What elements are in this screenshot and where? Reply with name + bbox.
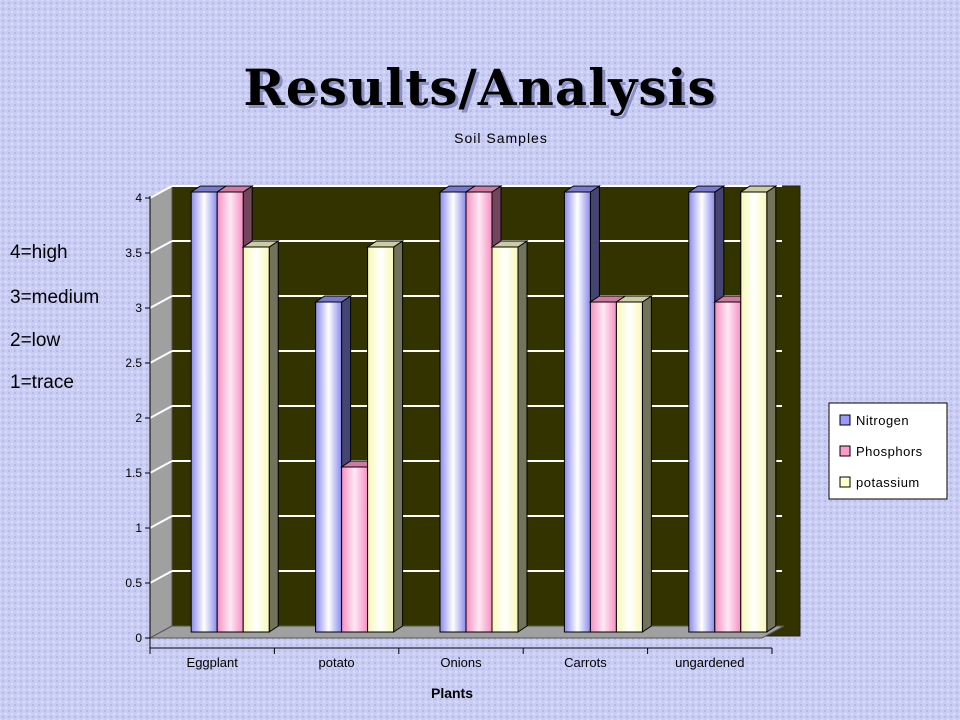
legend-label-nitrogen: Nitrogen <box>856 413 909 428</box>
bar-front <box>688 191 716 633</box>
bar-front <box>563 191 591 633</box>
gridline <box>149 185 173 199</box>
bar-side <box>766 185 777 633</box>
bars <box>189 185 778 633</box>
bar-front <box>439 191 467 633</box>
y-tick-label: 0 <box>135 631 142 645</box>
gridline <box>149 405 173 419</box>
legend-swatch-phosphors <box>839 445 851 457</box>
y-tick-label: 3 <box>135 301 142 315</box>
scale-note-medium: 3=medium <box>10 287 100 308</box>
legend-label-phosphors: Phosphors <box>856 444 923 459</box>
x-axis-title: Plants <box>431 685 473 701</box>
slide-title: Results/Analysis <box>243 58 717 117</box>
scale-note-high: 4=high <box>10 242 68 263</box>
x-tick-label: Onions <box>440 655 482 670</box>
y-tick-label: 0.5 <box>125 576 142 590</box>
y-tick-label: 3.5 <box>125 246 142 260</box>
bar-front <box>740 191 768 633</box>
bar-side <box>268 240 279 633</box>
bar-front <box>367 246 395 633</box>
bar-front <box>465 191 493 633</box>
legend: Nitrogen Phosphors potassium <box>828 402 948 500</box>
legend-label-potassium: potassium <box>856 475 920 490</box>
bar-side <box>641 295 652 633</box>
bar-front <box>589 301 617 633</box>
gridline <box>149 240 173 254</box>
bar-front <box>615 301 643 633</box>
chart-title: Soil Samples <box>454 130 548 146</box>
x-tick-label: ungardened <box>675 655 744 670</box>
bar-front <box>315 301 343 633</box>
y-tick-label: 1.5 <box>125 466 142 480</box>
y-tick-label: 2.5 <box>125 356 142 370</box>
x-tick-label: Carrots <box>564 655 607 670</box>
legend-swatch-potassium <box>839 476 851 488</box>
gridline <box>149 570 173 584</box>
bar-front <box>190 191 218 633</box>
y-tick-label: 4 <box>135 191 142 205</box>
x-tick-label: Eggplant <box>187 655 239 670</box>
bar-potassium-onions <box>490 240 529 633</box>
gridline <box>149 515 173 529</box>
bar-potassium-eggplant <box>241 240 280 633</box>
y-tick-label: 2 <box>135 411 142 425</box>
gridline <box>149 295 173 309</box>
bar-front <box>341 466 369 633</box>
axes: 0 0.5 1 1.5 2 2.5 3 3.5 4 Eggplant potato Onions Car… <box>125 191 773 670</box>
bar-potassium-ungardened <box>739 185 778 633</box>
bar-front <box>714 301 742 633</box>
bar-potassium-potato <box>365 240 405 633</box>
bar-front <box>491 246 519 633</box>
legend-swatch-nitrogen <box>839 414 851 426</box>
gridline <box>149 460 173 474</box>
scale-note-low: 2=low <box>10 330 61 351</box>
bar-front <box>242 246 270 633</box>
bar-potassium-carrots <box>614 295 654 633</box>
scale-note-trace: 1=trace <box>10 372 74 393</box>
bar-side <box>393 240 404 633</box>
y-tick-label: 1 <box>135 521 142 535</box>
x-tick-label: potato <box>319 655 355 670</box>
bar-side <box>517 240 528 633</box>
gridline <box>149 350 173 364</box>
bar-front <box>216 191 244 633</box>
